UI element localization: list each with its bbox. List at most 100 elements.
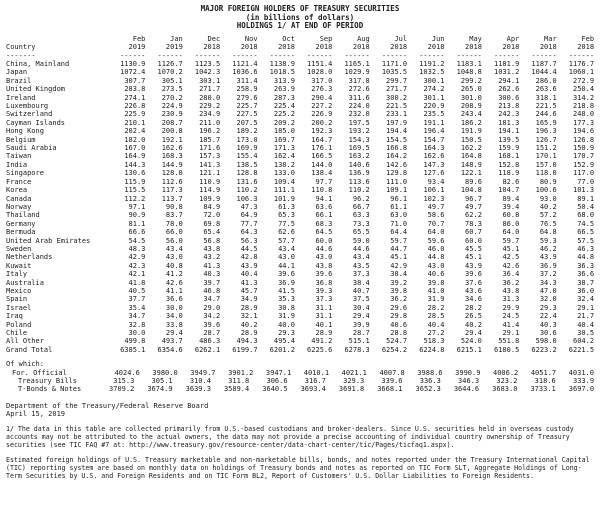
table-row-value: 167.0 <box>124 144 146 153</box>
table-row-value: 64.5 <box>315 228 333 237</box>
table-row-value: 66.7 <box>352 202 370 211</box>
table-row-value: 46.2 <box>539 244 557 253</box>
table-row-value: 186.2 <box>460 118 482 127</box>
table-row-value: 56.3 <box>240 236 258 245</box>
table-row: Saudi Arabia 167.0 162.6 171.6 169.9 171.3 176… <box>6 144 594 152</box>
grand-total-row-value: 6223.2 <box>531 345 557 354</box>
table-row-value: 65.3 <box>278 211 295 220</box>
table-row-value: 77.7 <box>240 219 258 228</box>
table-row-value: 81.1 <box>128 219 146 228</box>
table-row: Thailand 90.9 83.7 72.0 64.9 65.3 66.1 63.3 63.0… <box>6 211 594 219</box>
table-row-value: 233.1 <box>386 110 408 119</box>
header-months-value: Aug <box>357 34 370 43</box>
table-row-value: 86.0 <box>502 219 520 228</box>
table-row-value: 43.9 <box>240 261 258 270</box>
table-row-value: 192.1 <box>161 135 183 144</box>
table-row-value: 144.9 <box>161 160 183 169</box>
table-row-value: 106.1 <box>423 186 445 195</box>
table-row-value: 101.3 <box>573 186 595 195</box>
of-which-row-value: 3652.3 <box>415 385 441 394</box>
of-which-row-value: 329.3 <box>343 377 365 386</box>
table-row-value: 31.9 <box>427 295 445 304</box>
grand-total-row-value: 6262.1 <box>194 345 221 354</box>
table-row-value: 22.4 <box>539 312 557 321</box>
table-row-value: 84.9 <box>203 202 221 211</box>
table-row-value: 225.2 <box>273 110 295 119</box>
table-row-value: 62.2 <box>465 211 482 220</box>
of-which-row-label: For. Official <box>12 368 67 377</box>
table-row-value: 1060.1 <box>568 68 595 77</box>
table-row-value: 42.8 <box>240 253 258 262</box>
of-which-row-value: 310.4 <box>189 377 211 386</box>
table-row-value: 40.2 <box>465 320 482 329</box>
of-which-row-value: 3697.0 <box>568 385 595 394</box>
table-row-value: 28.7 <box>352 329 370 337</box>
table-row: Germany 81.1 78.0 69.8 77.7 77.5 68.3 73.3 71.0 7… <box>6 220 594 228</box>
table-row-value: 45.5 <box>465 244 482 253</box>
table-row-value: 29.3 <box>278 329 295 337</box>
table-row-value: 93.4 <box>427 177 445 186</box>
table-row-value: 182.0 <box>124 135 146 144</box>
of-which-row-value: 3990.9 <box>455 368 481 377</box>
table-row-value: 35.4 <box>128 303 146 312</box>
header-years-label: Country <box>6 43 36 52</box>
table-row-value: 218.8 <box>573 102 595 111</box>
of-which-row-value: 3589.4 <box>223 385 250 394</box>
table-row-value: 159.9 <box>498 144 520 153</box>
table-row-label: Ireland <box>6 93 36 102</box>
table-row: Netherlands 42.9 43.0 43.2 42.8 43.0 43.0 43.4 4… <box>6 253 594 261</box>
table-row-value: 193.2 <box>348 127 370 136</box>
table-row-value: 106.3 <box>236 194 258 203</box>
of-which-row-value: 306.6 <box>266 377 288 386</box>
table-row-value: 1070.2 <box>157 68 183 77</box>
table-row-value: 63.6 <box>315 202 333 211</box>
of-which-row-value: 3709.2 <box>109 385 135 394</box>
table-row-label: Canada <box>6 194 32 203</box>
table-header: Feb Jan Dec Nov Oct Sep Aug Jul Jun May Apr Mar Feb C… <box>6 35 594 60</box>
table-row-value: 244.6 <box>535 110 557 119</box>
table-row-value: 1126.7 <box>157 60 183 68</box>
of-which-row-label: Treasury Bills <box>18 377 78 386</box>
table-row-value: 37.7 <box>128 295 146 304</box>
table-row-value: 110.2 <box>236 186 258 195</box>
table-row-value: 42.3 <box>128 261 146 270</box>
table-row: Brazil 307.7 305.1 303.1 311.4 313.9 317.0 317.… <box>6 77 594 85</box>
table-row-value: 64.3 <box>240 228 258 237</box>
table-row-value: 42.6 <box>502 261 520 270</box>
header-years-value: 2019 <box>165 43 183 52</box>
table-row-value: 273.5 <box>161 85 183 94</box>
header-years-value: 2018 <box>502 43 520 52</box>
table-row-value: 301.1 <box>423 93 445 102</box>
table-row-value: 604.2 <box>573 337 595 346</box>
table-row-value: 49.7 <box>465 202 482 211</box>
table-row-value: 128.8 <box>236 169 258 178</box>
table-row-value: 29.6 <box>390 303 408 312</box>
table-row-value: 78.3 <box>465 219 482 228</box>
table-row: Belgium 182.0 192.1 185.7 173.0 169.7 164.7 154… <box>6 136 594 144</box>
table-row-value: 140.6 <box>348 160 370 169</box>
table-row-value: 58.6 <box>427 211 445 220</box>
table-row-value: 80.9 <box>539 177 557 186</box>
table-row-value: 30.4 <box>352 303 370 312</box>
of-which-row-value: 3693.4 <box>300 385 326 394</box>
table-row-value: 97.7 <box>315 177 333 186</box>
header-separator-label: ------- <box>6 51 36 60</box>
table-row-value: 300.6 <box>498 93 520 102</box>
table-row-value: 60.0 <box>315 236 333 245</box>
table-row-value: 59.3 <box>539 236 557 245</box>
header-months-value: May <box>469 34 482 43</box>
table-row-value: 77.5 <box>278 219 295 228</box>
table-row-value: 131.6 <box>236 177 258 186</box>
table-row-value: 94.1 <box>315 194 333 203</box>
table-row-value: 36.6 <box>165 295 183 304</box>
header-years-value: 2018 <box>315 43 333 52</box>
table-row-value: 93.0 <box>539 194 557 203</box>
table-row-value: 109.9 <box>199 194 221 203</box>
table-row-label: Thailand <box>6 211 40 220</box>
table-row: United Arab Emirates 54.5 56.0 56.8 56.3 57.7… <box>6 237 594 245</box>
table-row-value: 524.7 <box>386 337 408 346</box>
table-row-value: 1171.0 <box>381 60 408 68</box>
table-row-value: 1018.5 <box>269 68 295 77</box>
of-which-row-value: 4007.8 <box>379 368 405 377</box>
table-row-value: 164.8 <box>460 152 482 161</box>
